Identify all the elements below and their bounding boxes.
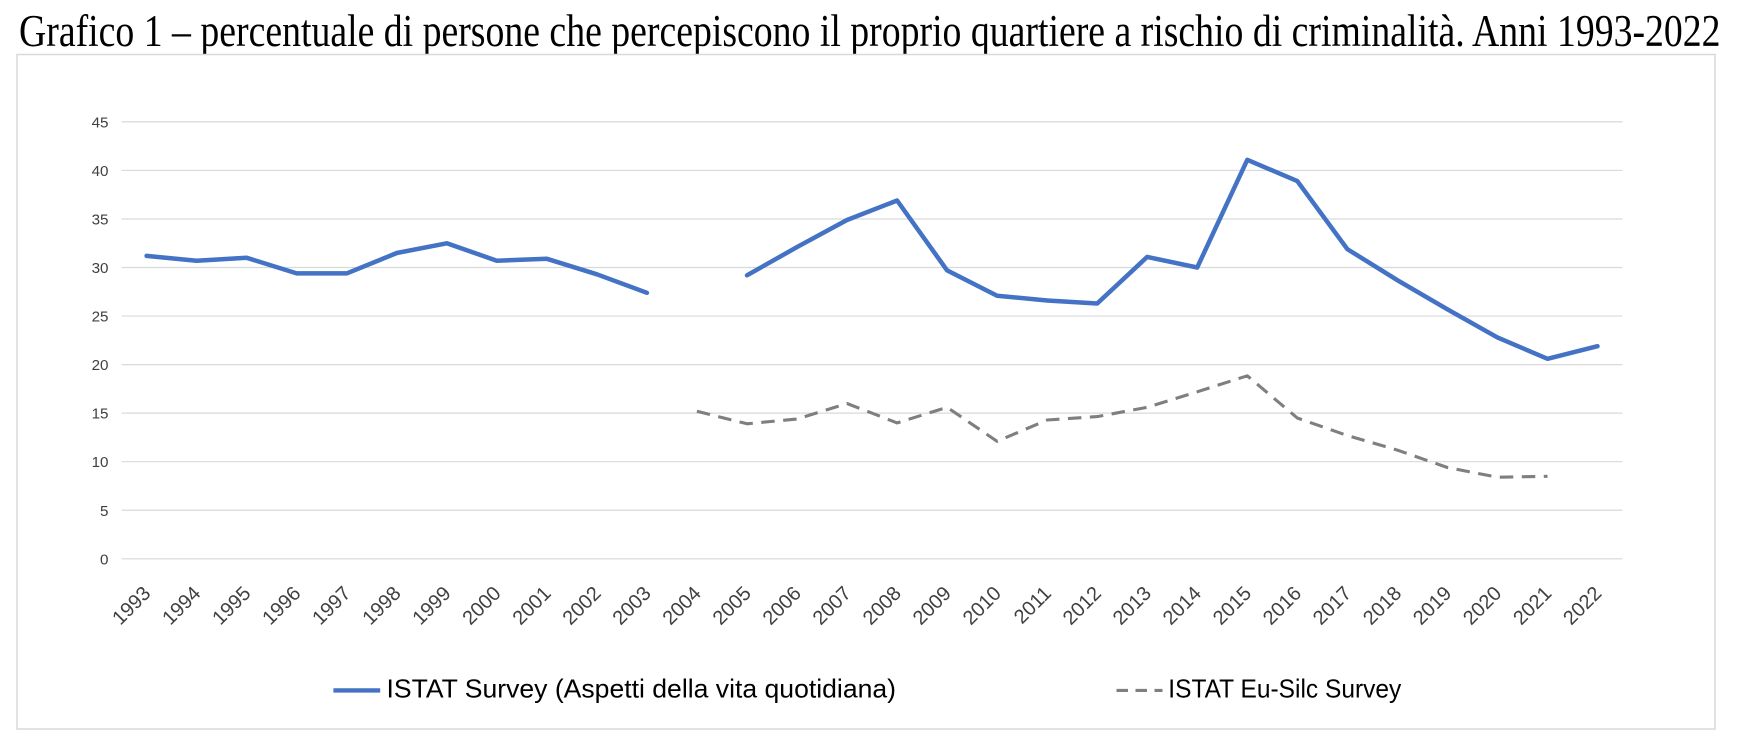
svg-text:20: 20 bbox=[92, 357, 109, 374]
svg-text:0: 0 bbox=[100, 551, 108, 568]
svg-text:25: 25 bbox=[92, 309, 109, 326]
svg-text:5: 5 bbox=[100, 503, 108, 520]
svg-text:ISTAT Survey (Aspetti della vi: ISTAT Survey (Aspetti della vita quotidi… bbox=[387, 674, 897, 704]
svg-text:40: 40 bbox=[92, 163, 109, 180]
svg-text:15: 15 bbox=[92, 406, 109, 423]
svg-text:30: 30 bbox=[92, 260, 109, 277]
svg-text:45: 45 bbox=[92, 114, 109, 131]
svg-text:35: 35 bbox=[92, 211, 109, 228]
svg-text:ISTAT Eu-Silc Survey: ISTAT Eu-Silc Survey bbox=[1168, 674, 1401, 704]
svg-text:10: 10 bbox=[92, 454, 109, 471]
